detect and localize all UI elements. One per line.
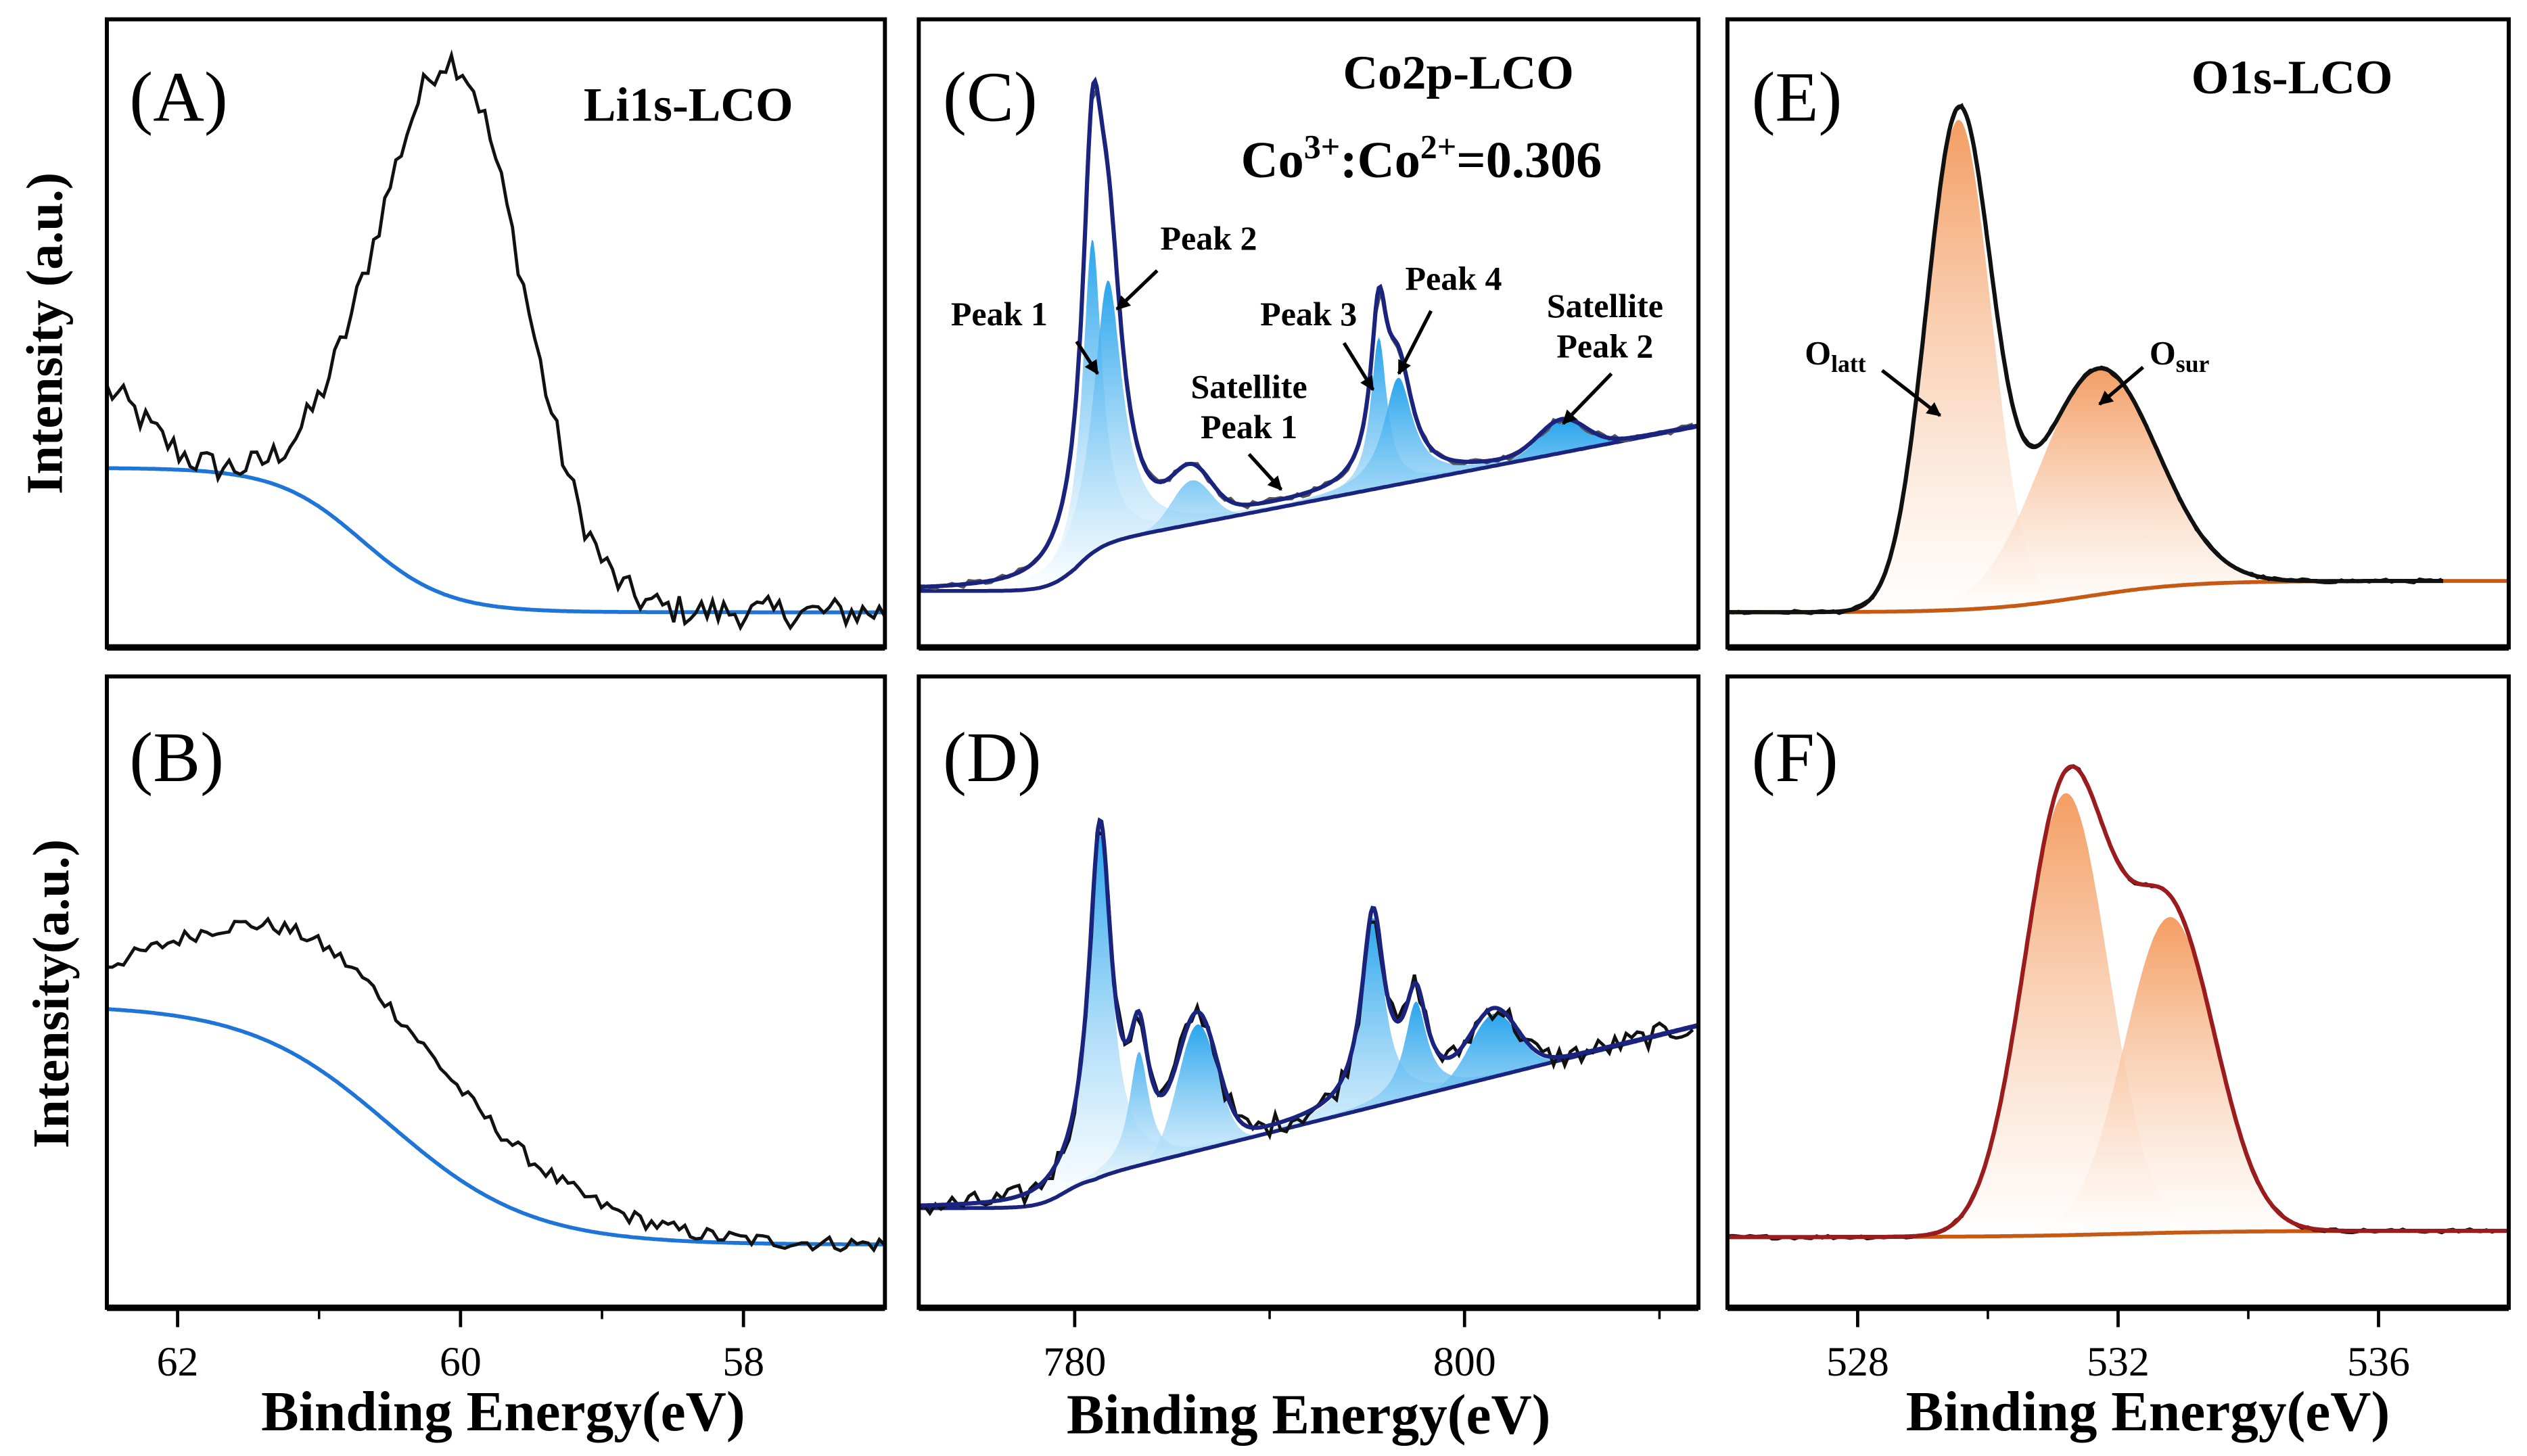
x-tick-label: 62 xyxy=(157,1339,199,1385)
panel-f: 528 532 536 xyxy=(1725,674,2511,1385)
annotation-line: Peak 2 xyxy=(1556,327,1653,365)
panel-label-c: (C) xyxy=(943,58,1038,137)
plot-area: 62 60 58 780 800 528 532 536 xyxy=(105,17,2511,1385)
title-o1s: O1s-LCO xyxy=(2192,51,2393,104)
annotations-o1s: Olatt Osur xyxy=(1805,333,2210,417)
annotation-subscript: latt xyxy=(1831,350,1866,377)
background-line xyxy=(106,466,885,615)
component-fill-satellite-peak-2 xyxy=(919,1013,1699,1208)
annotation-line: Satellite xyxy=(1190,367,1307,405)
x-tick-label: 528 xyxy=(1826,1339,1889,1385)
annotation-line: Satellite xyxy=(1547,287,1663,325)
title-li1s: Li1s-LCO xyxy=(584,78,793,132)
ratio-part: =0.306 xyxy=(1456,132,1602,189)
panel-e xyxy=(1725,17,2511,651)
raw-data-line xyxy=(106,49,885,632)
x-axis-label-li1s: Binding Energy(eV) xyxy=(261,1381,745,1443)
y-axis-label-bottom: Intensity(a.u.) xyxy=(23,839,80,1148)
ratio-part: :Co xyxy=(1340,132,1420,189)
panel-label-a: (A) xyxy=(129,58,227,137)
arrow-o-sur xyxy=(2098,366,2145,406)
annotation-base: O xyxy=(2150,333,2176,371)
component-fill-peak-2 xyxy=(919,280,1699,591)
component-fill-o-latt xyxy=(1727,120,2444,613)
y-axis-label-top: Intensity (a.u.) xyxy=(16,172,73,494)
ratio-superscript: 2+ xyxy=(1420,127,1457,165)
raw-data-line xyxy=(919,832,1694,1217)
arrow-satellite-peak-2 xyxy=(1562,372,1613,425)
component-fill-satellite-peak-2 xyxy=(919,421,1699,591)
component-fill-o-sur xyxy=(1727,368,2444,613)
annotation-satellite-peak-1: Satellite Peak 1 xyxy=(1190,367,1307,446)
x-tick-label: 780 xyxy=(1043,1339,1106,1385)
arrow-peak-4 xyxy=(1397,310,1433,375)
annotation-subscript: sur xyxy=(2176,350,2210,377)
fit-envelope-line xyxy=(919,817,1699,1208)
annotation-peak-2: Peak 2 xyxy=(1161,219,1257,257)
background-line xyxy=(106,1007,885,1247)
title-co2p: Co2p-LCO xyxy=(1343,46,1573,99)
x-axis-label-co2p: Binding Energy(eV) xyxy=(1067,1384,1550,1447)
plot-content xyxy=(1727,103,2509,615)
annotation-o-sur: Osur xyxy=(2150,333,2210,377)
panel-a xyxy=(105,17,887,651)
panel-label-f: (F) xyxy=(1752,718,1838,797)
arrow-satellite-peak-1 xyxy=(1247,452,1283,491)
x-tick-label: 58 xyxy=(722,1339,764,1385)
x-tick-label: 60 xyxy=(440,1339,482,1385)
plot-content xyxy=(106,916,885,1253)
x-axis-label-o1s: Binding Energy(eV) xyxy=(1906,1381,2390,1443)
annotation-peak-4: Peak 4 xyxy=(1406,260,1502,298)
plot-content xyxy=(919,817,1699,1217)
ratio-superscript: 3+ xyxy=(1304,127,1341,165)
annotation-base: O xyxy=(1805,333,1831,371)
annotation-satellite-peak-2: Satellite Peak 2 xyxy=(1547,287,1663,365)
annotation-peak-3: Peak 3 xyxy=(1260,295,1357,333)
annotations-co2p: Peak 1 Peak 2 Satellite Peak 1 Peak 3 Pea… xyxy=(951,219,1663,491)
x-tick-label: 532 xyxy=(2087,1339,2150,1385)
co-ratio-label: Co3+:Co2+=0.306 xyxy=(1241,127,1602,189)
x-tick-label: 800 xyxy=(1433,1339,1496,1385)
plot-content xyxy=(1727,764,2509,1241)
annotation-o-latt: Olatt xyxy=(1805,333,1866,377)
annotation-line: Peak 1 xyxy=(1201,408,1297,446)
panel-label-d: (D) xyxy=(943,718,1041,797)
annotation-peak-1: Peak 1 xyxy=(951,295,1048,333)
component-fill-peak-2 xyxy=(919,1025,1699,1208)
x-tick-label: 536 xyxy=(2347,1339,2410,1385)
component-fill-peak-3 xyxy=(919,337,1699,591)
raw-data-line xyxy=(106,916,885,1253)
panel-label-b: (B) xyxy=(129,718,224,797)
panel-b: 62 60 58 xyxy=(105,674,887,1385)
arrow-o-latt xyxy=(1880,369,1941,417)
component-fill-satellite-peak-1 xyxy=(919,426,1699,591)
component-fill-o-sur xyxy=(1727,917,2509,1238)
component-fill-peak-4 xyxy=(919,1001,1699,1208)
ratio-part: Co xyxy=(1241,132,1304,189)
fit-envelope-line xyxy=(1727,764,2509,1240)
arrow-peak-3 xyxy=(1342,342,1375,392)
panel-d: 780 800 xyxy=(917,674,1701,1385)
component-fill-peak-1 xyxy=(919,830,1699,1208)
plot-content xyxy=(106,49,885,632)
fit-envelope-line xyxy=(1727,104,2444,615)
panel-label-e: (E) xyxy=(1752,58,1842,137)
arrow-peak-1 xyxy=(1075,340,1099,375)
arrow-peak-2 xyxy=(1115,269,1159,311)
background-line xyxy=(919,424,1699,593)
